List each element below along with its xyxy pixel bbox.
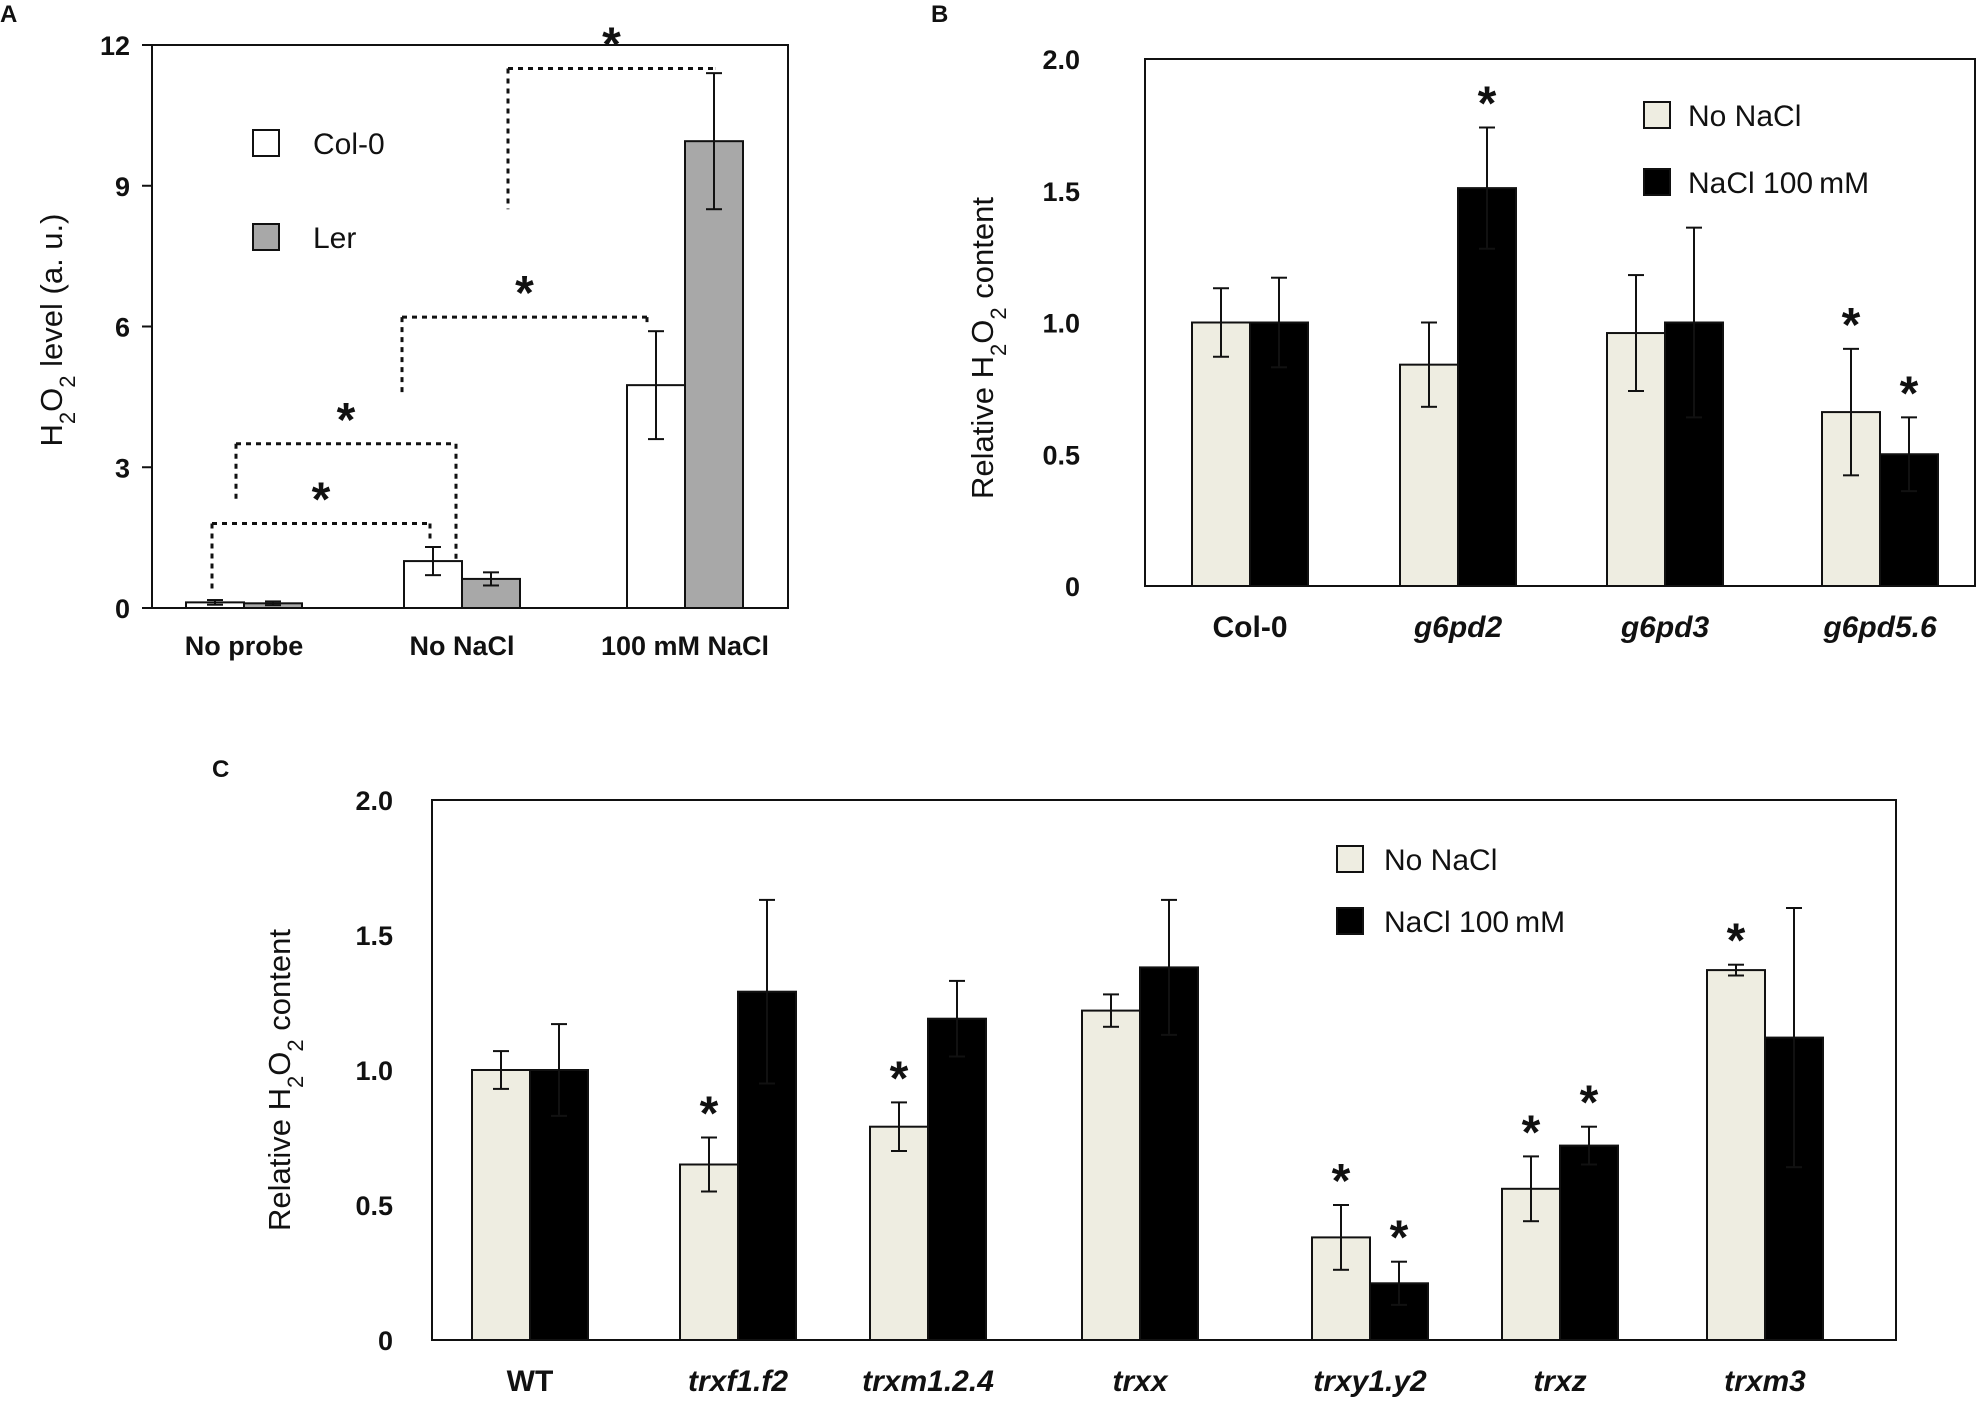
- significance-star: *: [1522, 1106, 1541, 1159]
- legend-label: NaCl 100 mM: [1384, 906, 1565, 939]
- y-axis-label-part: 2: [55, 412, 80, 424]
- y-tick-label: 9: [115, 172, 130, 202]
- plot-frame: [1144, 58, 1976, 587]
- y-axis-label-part: 2: [986, 344, 1011, 356]
- category-label: WT: [507, 1365, 554, 1398]
- y-tick-label: 0: [378, 1326, 393, 1356]
- legend-label: Ler: [313, 222, 356, 255]
- bar-no-nacl: [1081, 1009, 1141, 1341]
- panel-label: C: [212, 756, 229, 783]
- y-tick-label: 0.5: [355, 1191, 393, 1221]
- y-axis-label-part: Relative H: [262, 1088, 297, 1231]
- y-axis-label-part: level (a. u.): [34, 214, 69, 376]
- y-tick-label: 0: [1065, 572, 1080, 602]
- significance-star: *: [1727, 915, 1746, 968]
- significance-star: *: [1390, 1212, 1409, 1265]
- y-tick-label: 1.5: [1042, 177, 1080, 207]
- y-axis-label-part: H: [34, 424, 69, 446]
- significance-star: *: [1842, 299, 1861, 352]
- legend-label: Col-0: [313, 128, 385, 161]
- y-tick-label: 12: [100, 31, 130, 61]
- category-label: No probe: [185, 631, 304, 661]
- category-label: g6pd5.6: [1822, 611, 1937, 644]
- y-axis-label-part: O: [965, 320, 1000, 344]
- panel-label: B: [931, 1, 948, 28]
- bar-nacl-100mm: [1559, 1144, 1619, 1341]
- legend-swatch: [252, 223, 280, 251]
- y-tick-label: 3: [115, 453, 130, 483]
- category-label: trxm1.2.4: [862, 1365, 994, 1398]
- category-label: trxf1.f2: [688, 1365, 788, 1398]
- significance-star: *: [515, 267, 534, 320]
- bar-nacl-100mm: [927, 1017, 987, 1341]
- bar-nacl-100mm: [737, 990, 797, 1341]
- bar-no-nacl: [471, 1069, 531, 1341]
- significance-star: *: [700, 1088, 719, 1141]
- y-axis-label-part: Relative H: [965, 356, 1000, 499]
- category-label: trxx: [1112, 1365, 1168, 1398]
- y-tick-label: 2.0: [1042, 45, 1080, 75]
- bar-no-nacl: [869, 1125, 929, 1341]
- bar-no-nacl: [1706, 969, 1766, 1341]
- legend-swatch: [1643, 101, 1671, 129]
- category-label: No NaCl: [409, 631, 514, 661]
- legend-label: NaCl 100 mM: [1688, 167, 1869, 200]
- significance-star: *: [1478, 78, 1497, 131]
- category-label: g6pd2: [1413, 611, 1503, 644]
- y-axis-label-part: content: [262, 929, 297, 1040]
- significance-star: *: [312, 474, 331, 527]
- bar-nacl-100mm: [1457, 187, 1517, 588]
- y-axis-label-part: 2: [283, 1039, 308, 1051]
- y-axis-label: Relative H2O2 content: [965, 197, 1011, 499]
- y-tick-label: 1.5: [355, 921, 393, 951]
- y-axis-label-part: 2: [55, 375, 80, 387]
- legend-swatch: [252, 129, 280, 157]
- significance-star: *: [890, 1052, 909, 1105]
- significance-star: *: [1900, 367, 1919, 420]
- bar-no-nacl: [1191, 321, 1251, 587]
- category-label: trxz: [1533, 1365, 1586, 1398]
- y-tick-label: 6: [115, 313, 130, 343]
- significance-star: *: [1580, 1077, 1599, 1130]
- y-axis-label: H2O2 level (a. u.): [34, 214, 80, 447]
- bar-ler: [684, 140, 744, 609]
- category-label: g6pd3: [1620, 611, 1710, 644]
- y-axis-label-part: 2: [283, 1076, 308, 1088]
- category-label: trxm3: [1724, 1365, 1806, 1398]
- y-tick-label: 2.0: [355, 786, 393, 816]
- y-tick-label: 1.0: [355, 1056, 393, 1086]
- y-tick-label: 0: [115, 594, 130, 624]
- category-label: Col-0: [1213, 611, 1288, 644]
- y-axis-label-part: content: [965, 197, 1000, 308]
- y-tick-label: 0.5: [1042, 440, 1080, 470]
- category-label: 100 mM NaCl: [601, 631, 769, 661]
- y-axis-label-part: 2: [986, 307, 1011, 319]
- legend-label: No NaCl: [1384, 844, 1497, 877]
- significance-star: *: [1332, 1155, 1351, 1208]
- legend-swatch: [1336, 907, 1364, 935]
- panel-label: A: [0, 1, 17, 28]
- y-axis-label: Relative H2O2 content: [262, 929, 308, 1231]
- legend-swatch: [1336, 845, 1364, 873]
- category-label: trxy1.y2: [1313, 1365, 1427, 1398]
- legend-label: No NaCl: [1688, 100, 1801, 133]
- significance-star: *: [337, 394, 356, 447]
- y-tick-label: 1.0: [1042, 309, 1080, 339]
- y-axis-label-part: O: [34, 388, 69, 412]
- legend-swatch: [1643, 168, 1671, 196]
- y-axis-label-part: O: [262, 1052, 297, 1076]
- significance-star: *: [602, 18, 621, 71]
